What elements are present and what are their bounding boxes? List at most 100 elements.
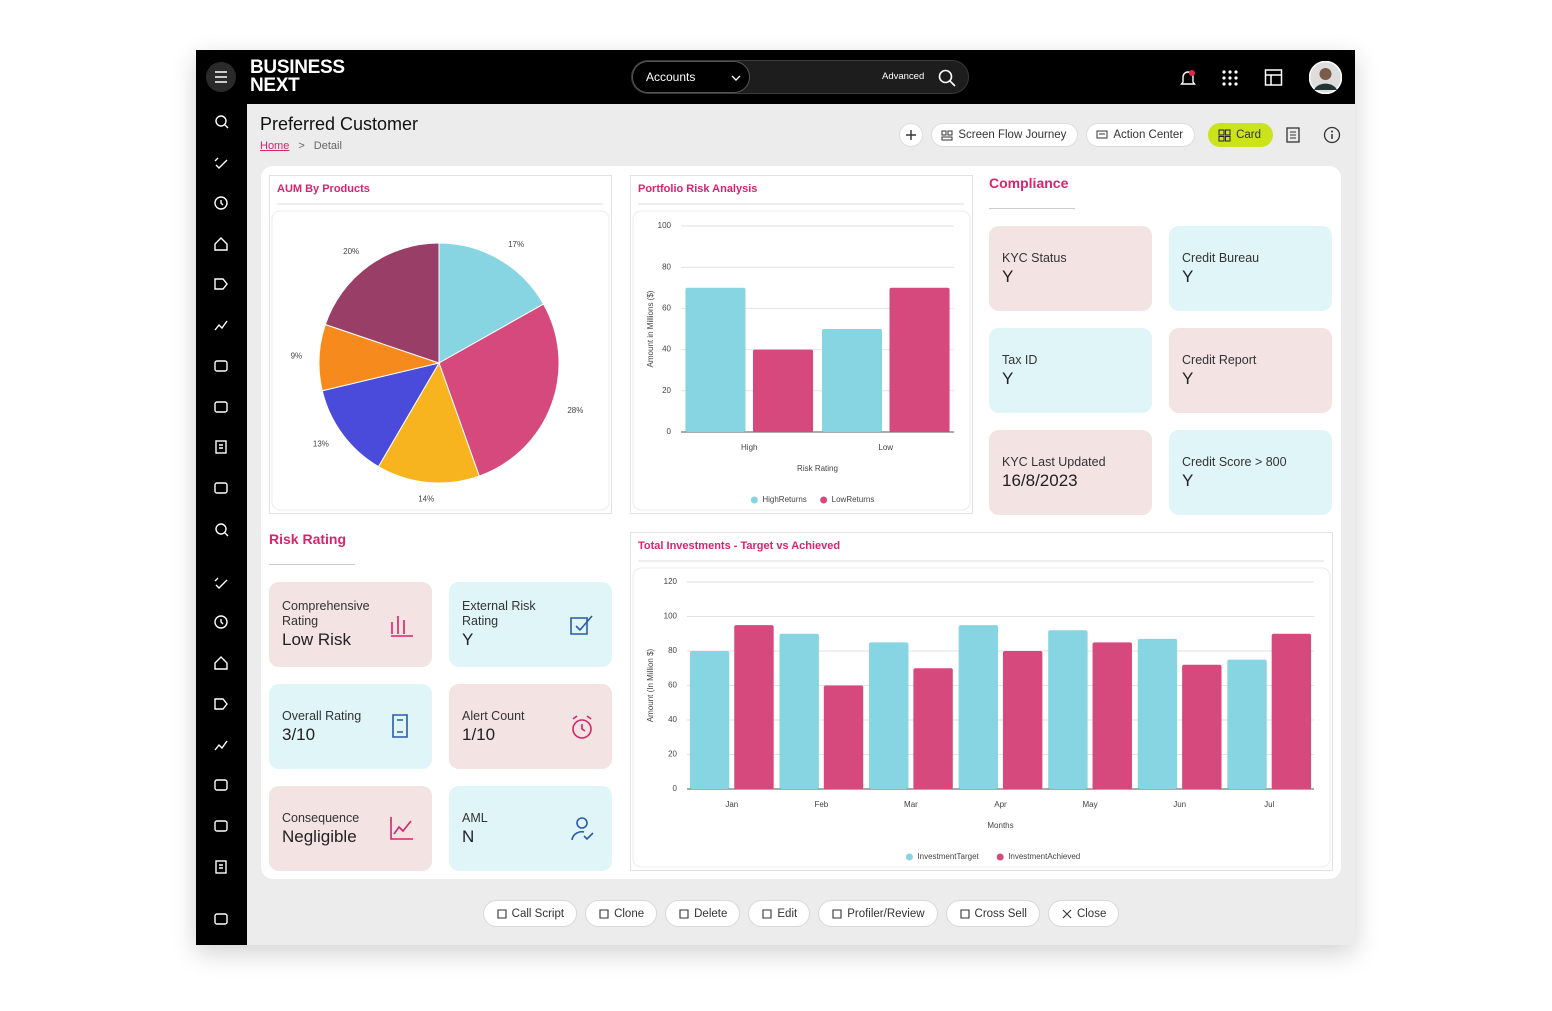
apps-icon[interactable] bbox=[1221, 69, 1239, 87]
bar bbox=[689, 651, 730, 789]
add-button[interactable] bbox=[899, 123, 924, 147]
menu-icon bbox=[215, 71, 227, 83]
button-icon bbox=[599, 908, 609, 919]
sidebar-icon[interactable] bbox=[215, 115, 229, 129]
bar bbox=[958, 625, 999, 789]
x-tick-label: Low bbox=[878, 443, 893, 452]
action-button[interactable]: Screen Flow Journey bbox=[931, 123, 1079, 147]
button-icon bbox=[1062, 909, 1072, 918]
bar bbox=[1048, 630, 1088, 789]
top-bar: BUSINESS NEXT Accounts Advanced bbox=[196, 50, 1355, 104]
sidebar-icon[interactable] bbox=[214, 482, 228, 494]
search-mode[interactable]: Advanced bbox=[882, 71, 925, 82]
y-tick-label: 0 bbox=[667, 427, 672, 436]
sidebar-icon[interactable] bbox=[214, 615, 228, 629]
tile-value: Y bbox=[1182, 368, 1194, 388]
sidebar-icon[interactable] bbox=[215, 440, 227, 454]
layout-icon[interactable] bbox=[1264, 68, 1283, 87]
y-tick-label: 100 bbox=[664, 612, 678, 621]
tile-label: Alert Count bbox=[462, 708, 525, 723]
glyph bbox=[214, 740, 228, 751]
info-tile: Consequence Negligible bbox=[269, 786, 432, 871]
footer-button[interactable]: Call Script bbox=[482, 900, 578, 927]
sidebar-icon[interactable] bbox=[214, 577, 228, 589]
footer-button[interactable]: Profiler/Review bbox=[818, 900, 938, 927]
glyph bbox=[571, 817, 594, 841]
sidebar-icon[interactable] bbox=[214, 237, 228, 251]
action-button[interactable]: Action Center bbox=[1086, 123, 1196, 147]
section-title: Compliance bbox=[989, 175, 1069, 191]
legend-label: LowReturns bbox=[832, 495, 875, 504]
glyph bbox=[214, 482, 228, 494]
glyph bbox=[599, 908, 609, 919]
chart-title: AUM By Products bbox=[277, 183, 370, 195]
list-view-icon[interactable] bbox=[1285, 127, 1301, 143]
tile-label: Comprehensive Rating bbox=[282, 599, 370, 628]
glyph bbox=[215, 523, 227, 535]
sidebar-icon[interactable] bbox=[214, 779, 228, 791]
chart-card: AUM By Products 17% 28% 14% 13% 9% 20% bbox=[269, 175, 612, 514]
chart-frame bbox=[632, 210, 971, 511]
sidebar-icon[interactable] bbox=[214, 740, 228, 751]
search-scope[interactable]: Accounts bbox=[632, 61, 750, 93]
glyph bbox=[679, 908, 689, 919]
tile-icon bbox=[391, 616, 413, 637]
sidebar-icon[interactable] bbox=[214, 196, 228, 210]
footer-button[interactable]: Clone bbox=[585, 900, 658, 927]
sidebar-icon[interactable] bbox=[214, 320, 228, 331]
glyph bbox=[832, 908, 842, 919]
sidebar-icon[interactable] bbox=[214, 820, 228, 832]
sidebar-icon[interactable] bbox=[214, 360, 228, 372]
y-axis-label: Amount in Millions ($) bbox=[646, 290, 655, 367]
chart-card: Total Investments - Target vs Achieved 0 2… bbox=[630, 532, 1333, 871]
glyph bbox=[214, 360, 228, 372]
breadcrumb-link[interactable]: Home bbox=[260, 140, 290, 152]
glyph bbox=[220, 200, 224, 206]
tile-icon bbox=[571, 817, 594, 841]
app-frame: BUSINESS NEXT Accounts Advanced Preferre… bbox=[196, 50, 1355, 945]
glyph bbox=[224, 124, 229, 129]
tile-icon bbox=[390, 817, 413, 840]
caret bbox=[731, 75, 741, 81]
tile-label: Tax ID bbox=[1002, 352, 1038, 367]
footer-button[interactable]: Delete bbox=[665, 900, 741, 927]
footer-button[interactable]: Close bbox=[1047, 900, 1120, 927]
breadcrumb-current: Detail bbox=[313, 140, 342, 152]
glyph bbox=[215, 115, 227, 127]
sidebar-icon[interactable] bbox=[214, 401, 228, 413]
menu-button[interactable] bbox=[206, 62, 236, 92]
sidebar-icon[interactable] bbox=[215, 523, 229, 537]
footer-button[interactable]: Edit bbox=[748, 900, 811, 927]
bar bbox=[913, 668, 953, 789]
glyph bbox=[214, 278, 228, 290]
x-tick-label: May bbox=[1083, 800, 1098, 809]
info-icon[interactable] bbox=[1323, 126, 1341, 144]
button-icon bbox=[959, 908, 970, 919]
y-axis-label: Amount (In Million $) bbox=[646, 648, 655, 722]
glyph bbox=[214, 615, 228, 629]
sidebar-icon[interactable] bbox=[215, 860, 227, 874]
bar bbox=[889, 287, 950, 432]
slice-label: 9% bbox=[291, 352, 303, 361]
sidebar-icon[interactable] bbox=[214, 698, 228, 710]
sidebar-icon[interactable] bbox=[214, 656, 228, 670]
y-tick-label: 80 bbox=[662, 262, 671, 271]
bar bbox=[823, 685, 864, 789]
tile-label: AML bbox=[462, 810, 488, 825]
chart-frame bbox=[271, 210, 610, 511]
notification-icon[interactable] bbox=[1178, 68, 1198, 88]
brand-line: NEXT bbox=[250, 75, 300, 96]
tile-value: Y bbox=[1002, 266, 1014, 286]
sidebar-icon[interactable] bbox=[214, 278, 228, 290]
glyph bbox=[391, 616, 413, 637]
footer-button[interactable]: Cross Sell bbox=[945, 900, 1040, 927]
y-tick-label: 60 bbox=[662, 304, 671, 313]
search-icon[interactable] bbox=[938, 69, 956, 87]
avatar[interactable] bbox=[1309, 61, 1342, 94]
button-text: Call Script bbox=[511, 907, 565, 920]
glyph bbox=[214, 698, 228, 710]
sidebar-icon[interactable] bbox=[214, 157, 228, 169]
action-button[interactable]: Card bbox=[1208, 123, 1273, 147]
sidebar-icon[interactable] bbox=[214, 913, 228, 925]
glyph bbox=[762, 908, 772, 919]
